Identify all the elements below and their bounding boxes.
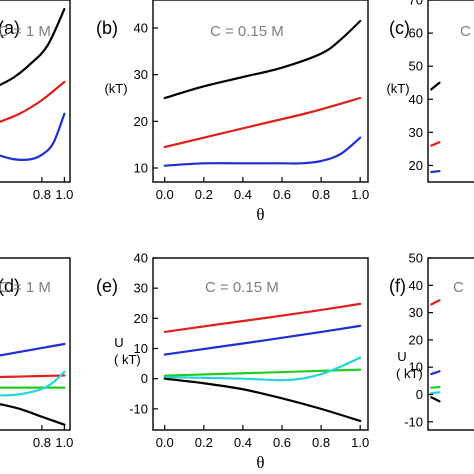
y-tick-label: -10	[404, 414, 423, 429]
plot-frame	[0, 0, 71, 183]
concentration-label: C = 0.15 M	[210, 23, 284, 40]
series-line-3	[430, 386, 441, 389]
panel-letter: (d)	[0, 276, 20, 296]
x-tick-label: 1.0	[351, 187, 369, 202]
series-line-2	[163, 324, 362, 356]
panel-letter: (b)	[96, 18, 118, 38]
y-tick-label: 40	[134, 251, 148, 266]
series-line-5	[0, 403, 66, 426]
panel-5: 0.0 0.2 0.4 0.6 0.8 1.0 -10 0 10 20 30 40 (e) C = 0.1…	[96, 251, 369, 473]
y-tick-label: 50	[409, 251, 423, 266]
panel-letter: (a)	[0, 18, 20, 38]
series-line-5	[430, 396, 441, 403]
panel-4: 0.8 1.0 (d)C = 1 M	[0, 257, 73, 450]
y-tick-label: 20	[134, 114, 148, 129]
series-line-5	[163, 377, 362, 423]
plot-frame	[152, 257, 369, 431]
series-line-3	[163, 368, 362, 377]
y-tick-label: 40	[409, 92, 423, 107]
x-axis-label: θ	[256, 205, 264, 224]
series-line-4	[430, 391, 441, 395]
y-tick-label: 30	[409, 125, 423, 140]
series-line-1	[430, 81, 441, 91]
y-axis-unit-label: ( kT)	[396, 366, 423, 381]
series-line-4	[0, 370, 66, 397]
panel-1: 0.8 1.0 (a)C = 1 M	[0, 0, 73, 202]
y-axis-label: U	[114, 335, 123, 350]
x-tick-label: 0.8	[312, 187, 330, 202]
x-tick-label: 0.2	[195, 435, 213, 450]
x-tick-label: 0.0	[156, 435, 174, 450]
series-line-3	[430, 169, 441, 174]
y-tick-label: 40	[409, 278, 423, 293]
y-axis-label: (kT)	[104, 81, 127, 96]
y-tick-label: 0	[141, 371, 148, 386]
plot-frame	[152, 0, 369, 183]
x-tick-label: 0.8	[312, 435, 330, 450]
y-axis-label: U	[397, 349, 406, 364]
y-tick-label: 10	[134, 341, 148, 356]
y-tick-label: 10	[409, 360, 423, 375]
x-tick-label: 0.8	[33, 187, 51, 202]
x-tick-label: 1.0	[55, 435, 73, 450]
x-tick-label: 0.4	[234, 187, 252, 202]
y-tick-label: -10	[129, 401, 148, 416]
series-line-2	[163, 96, 362, 149]
x-axis-label: θ	[256, 453, 264, 472]
series-line-2	[430, 141, 441, 147]
panel-letter: (f)	[389, 276, 406, 296]
y-tick-label: 30	[409, 305, 423, 320]
y-tick-label: 20	[134, 311, 148, 326]
series-line-3	[163, 136, 362, 167]
concentration-label: C = 1 M	[0, 23, 51, 40]
series-line-1	[0, 342, 66, 357]
y-axis-unit-label: ( kT)	[114, 352, 141, 367]
concentration-label: C = 0.15 M	[205, 279, 279, 296]
x-tick-label: 1.0	[351, 435, 369, 450]
plot-frame	[427, 257, 474, 431]
series-line-3	[0, 112, 66, 161]
y-tick-label: 70	[409, 0, 423, 8]
x-tick-label: 0.2	[195, 187, 213, 202]
series-line-2	[430, 370, 441, 376]
series-line-1	[163, 302, 362, 334]
y-tick-label: 60	[409, 26, 423, 41]
series-line-2	[0, 80, 66, 123]
series-line-4	[163, 356, 362, 382]
x-tick-label: 0.8	[33, 435, 51, 450]
series-line-1	[430, 299, 441, 306]
concentration-label: C	[453, 279, 464, 296]
panel-3: 20 30 40 50 60 70 (c) C (kT)	[386, 0, 474, 183]
x-tick-label: 0.6	[273, 435, 291, 450]
y-tick-label: 30	[134, 281, 148, 296]
series-line-1	[163, 19, 362, 100]
plot-frame	[427, 0, 474, 183]
y-tick-label: 50	[409, 59, 423, 74]
panel-6: -10 0 10 20 30 40 50(f) C U ( kT)	[389, 251, 474, 431]
concentration-label: C	[460, 23, 471, 40]
y-tick-label: 40	[134, 21, 148, 36]
x-tick-label: 0.4	[234, 435, 252, 450]
y-tick-label: 30	[134, 67, 148, 82]
plot-frame	[0, 257, 71, 431]
series-line-2	[0, 374, 66, 379]
panel-2: 0.0 0.2 0.4 0.6 0.8 1.0 10 20 30 40 (b) C = 0.15 M (…	[96, 0, 369, 224]
x-tick-label: 1.0	[55, 187, 73, 202]
concentration-label: C = 1 M	[0, 279, 51, 296]
series-line-1	[0, 8, 66, 87]
panel-letter: (e)	[96, 276, 118, 296]
x-tick-label: 0.0	[156, 187, 174, 202]
y-axis-label: (kT)	[386, 81, 409, 96]
y-tick-label: 20	[409, 332, 423, 347]
panel-letter: (c)	[389, 18, 410, 38]
y-tick-label: 10	[134, 161, 148, 176]
x-tick-label: 0.6	[273, 187, 291, 202]
y-tick-label: 0	[416, 387, 423, 402]
y-tick-label: 20	[409, 158, 423, 173]
